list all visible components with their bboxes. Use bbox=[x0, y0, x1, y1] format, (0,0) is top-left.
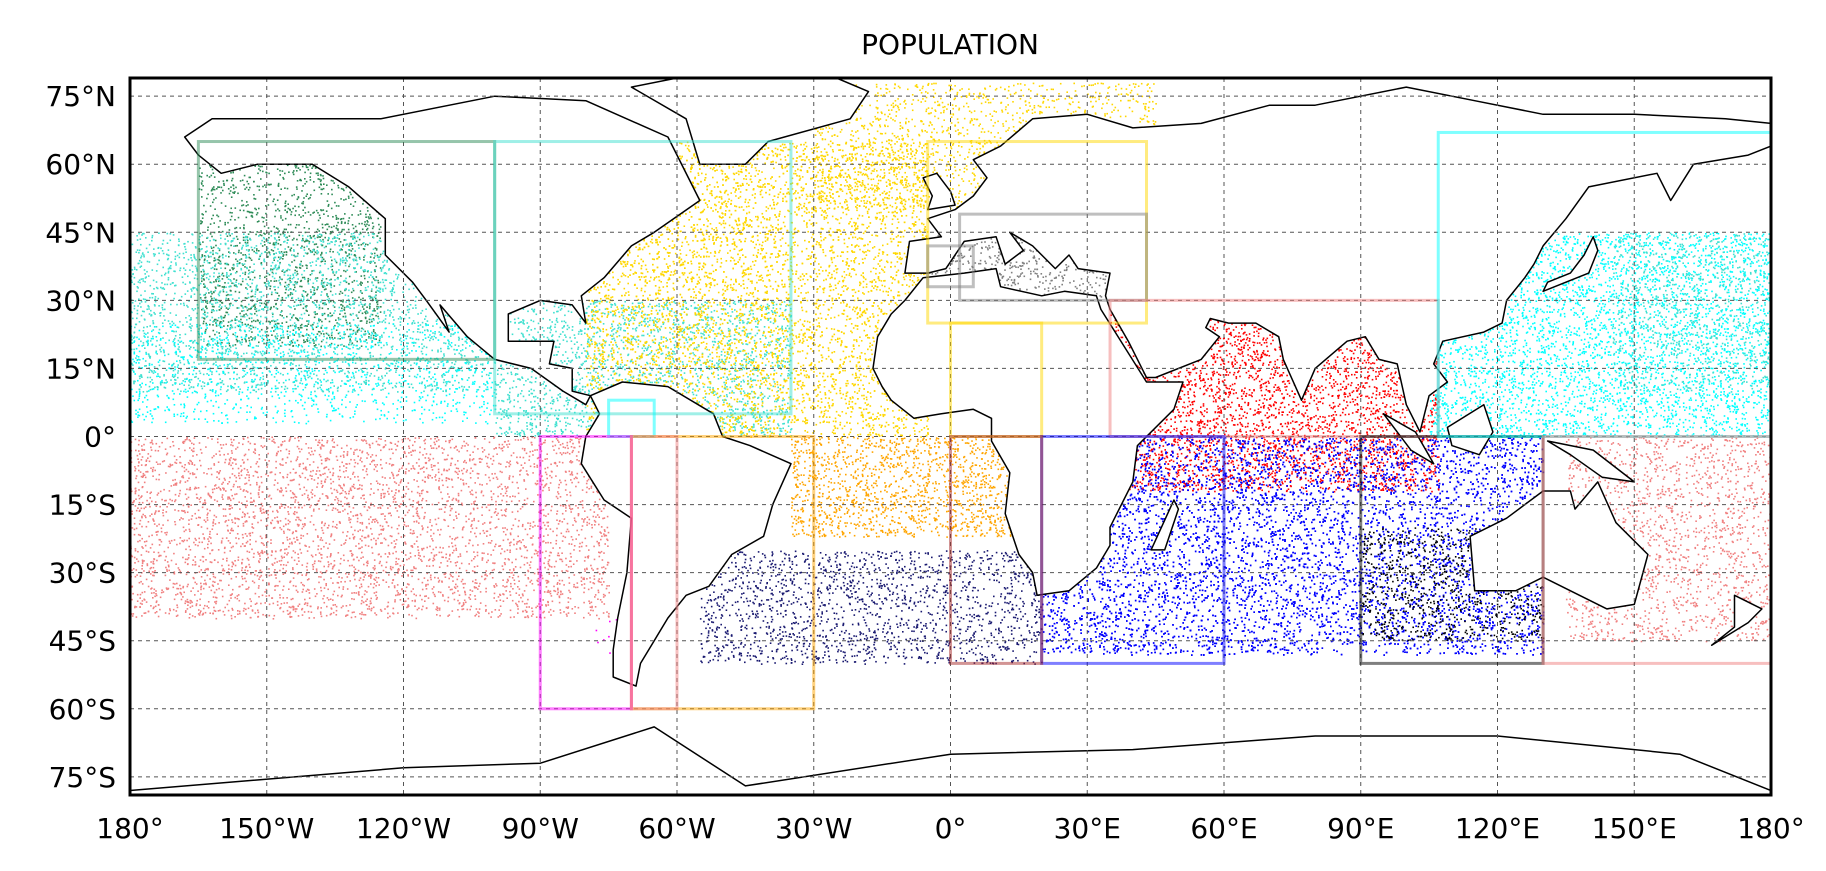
longitude-tick-label: 120°W bbox=[356, 812, 451, 845]
longitude-tick-labels: 180° 150°W 120°W 90°W 60°W 30°W 0° 30°E 60°E 90°E… bbox=[96, 812, 1804, 845]
population-cloud bbox=[699, 550, 1043, 665]
longitude-tick-label: 90°E bbox=[1327, 812, 1394, 845]
longitude-tick-label: 150°E bbox=[1592, 812, 1677, 845]
map-title: POPULATION bbox=[861, 28, 1039, 61]
region-boxes bbox=[196, 130, 1771, 711]
region-box bbox=[926, 244, 975, 289]
latitude-tick-label: 75°N bbox=[45, 80, 116, 113]
longitude-tick-label: 0° bbox=[935, 812, 967, 845]
longitude-tick-label: 180° bbox=[96, 812, 163, 845]
population-cloud bbox=[198, 164, 383, 348]
gridlines bbox=[130, 78, 1771, 795]
land-eurasia bbox=[904, 86, 1771, 433]
latitude-tick-label: 30°S bbox=[49, 557, 116, 590]
land-borneo bbox=[1446, 403, 1494, 456]
longitude-tick-label: 60°E bbox=[1190, 812, 1257, 845]
longitude-tick-label: 90°W bbox=[502, 812, 579, 845]
latitude-tick-label: 30°N bbox=[45, 284, 116, 317]
land-australia bbox=[1469, 481, 1649, 610]
longitude-tick-label: 60°W bbox=[638, 812, 715, 845]
latitude-tick-label: 45°S bbox=[49, 625, 116, 658]
latitude-tick-labels: 75°N 60°N 45°N 30°N 15°N 0° 15°S 30°S 45°S 60°S 75… bbox=[45, 80, 116, 794]
land-greenland bbox=[630, 78, 870, 165]
latitude-tick-label: 45°N bbox=[45, 216, 116, 249]
land-japan bbox=[1542, 236, 1599, 293]
region-box bbox=[949, 435, 1044, 665]
land-sumatra bbox=[1382, 413, 1435, 465]
longitude-tick-label: 180° bbox=[1737, 812, 1804, 845]
land-uk bbox=[922, 172, 956, 211]
longitude-tick-label: 30°E bbox=[1054, 812, 1121, 845]
longitude-tick-label: 150°W bbox=[219, 812, 314, 845]
region-box bbox=[1541, 435, 1771, 665]
latitude-tick-label: 0° bbox=[84, 421, 116, 454]
longitude-tick-label: 120°E bbox=[1455, 812, 1540, 845]
population-cloud bbox=[130, 232, 496, 393]
latitude-tick-label: 60°N bbox=[45, 148, 116, 181]
map-frame bbox=[128, 76, 1773, 797]
region-box bbox=[629, 435, 679, 711]
land-madagascar bbox=[1150, 499, 1180, 551]
land-south-america bbox=[580, 381, 792, 687]
population-cloud bbox=[1612, 232, 1771, 393]
longitude-tick-label: 30°W bbox=[775, 812, 852, 845]
land-new-guinea bbox=[1546, 440, 1636, 483]
region-box bbox=[493, 140, 793, 416]
land-new-zealand bbox=[1710, 594, 1763, 646]
population-cloud bbox=[1565, 436, 1771, 643]
land-north-america bbox=[183, 95, 701, 406]
latitude-tick-label: 75°S bbox=[49, 761, 116, 794]
latitude-tick-label: 15°N bbox=[45, 352, 116, 385]
region-box bbox=[958, 212, 1149, 302]
latitude-tick-label: 60°S bbox=[49, 693, 116, 726]
population-cloud bbox=[130, 436, 610, 620]
latitude-tick-label: 15°S bbox=[49, 489, 116, 522]
population-cloud bbox=[130, 323, 497, 425]
population-cloud bbox=[791, 436, 1021, 538]
